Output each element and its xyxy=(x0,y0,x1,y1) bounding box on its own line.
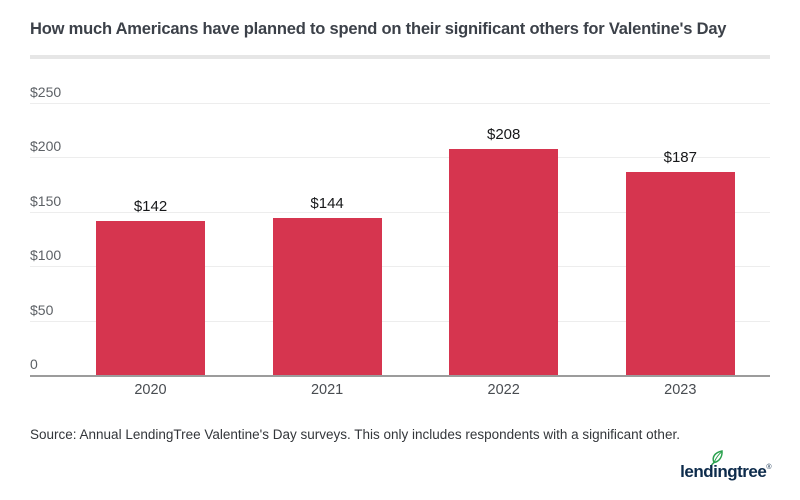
gridline-100 xyxy=(30,266,770,268)
logo-text-lend: lend xyxy=(680,462,714,481)
logo-text-i: i xyxy=(713,462,718,481)
source-note: Source: Annual LendingTree Valentine's D… xyxy=(30,427,680,442)
x-axis-line xyxy=(30,375,770,377)
gridline-50 xyxy=(30,320,770,322)
x-axis-label-2022: 2022 xyxy=(487,382,520,398)
gridline-150 xyxy=(30,211,770,213)
bar-2023 xyxy=(625,171,735,375)
value-label-2022: $208 xyxy=(487,125,521,143)
logo-text-ngtree: ngtree xyxy=(717,462,767,481)
x-axis-label-2021: 2021 xyxy=(310,382,344,398)
y-axis-label-150: $150 xyxy=(30,192,62,209)
leaf-icon xyxy=(711,450,723,465)
chart-title: How much Americans have planned to spend… xyxy=(30,20,727,38)
x-axis-label-2023: 2023 xyxy=(664,382,697,398)
registered-mark: ® xyxy=(766,464,771,471)
y-axis-label-100: $100 xyxy=(30,247,62,264)
value-label-2021: $144 xyxy=(310,195,344,213)
y-axis-label-200: $200 xyxy=(30,138,62,155)
y-axis-label-0: 0 xyxy=(30,356,38,372)
title-divider xyxy=(30,55,770,59)
gridline-200 xyxy=(30,157,770,159)
bar-2021 xyxy=(272,218,382,375)
x-axis-label-2020: 2020 xyxy=(134,382,167,398)
chart-area: 0 $50 $100 $150 $200 $250 $142 2020 $144 2021 $208… xyxy=(30,0,770,420)
value-label-2023: $187 xyxy=(663,148,697,166)
y-axis-label-250: $250 xyxy=(30,84,62,100)
y-axis-label-50: $50 xyxy=(30,301,54,318)
bar-2022 xyxy=(449,148,559,375)
bar-2020 xyxy=(96,220,205,375)
value-label-2020: $142 xyxy=(133,197,168,215)
lendingtree-logo: lendingtree® xyxy=(680,450,771,484)
gridline-250 xyxy=(30,103,770,104)
